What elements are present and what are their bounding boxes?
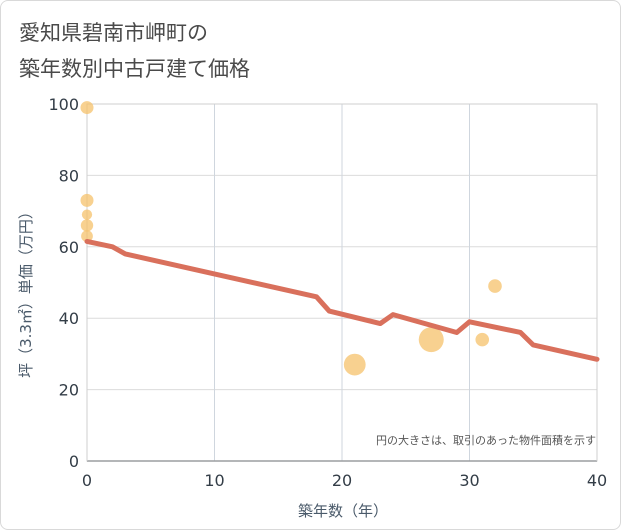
y-tick-label: 0 [69, 452, 79, 471]
trend-line [84, 238, 600, 362]
data-point [80, 193, 94, 207]
tick-label-layer: 0 20 40 60 80 100 0 10 20 30 40 [48, 95, 607, 490]
y-tick-label: 40 [59, 309, 79, 328]
chart-title-line1: 愛知県碧南市岬町の [19, 21, 208, 45]
data-point [80, 101, 94, 115]
x-tick-label: 0 [82, 471, 92, 490]
data-point [81, 230, 93, 242]
data-point [343, 353, 366, 376]
data-point [80, 219, 94, 232]
y-axis-label: 坪（3.3㎡）単価（万円） [17, 204, 35, 378]
data-point [475, 332, 490, 347]
data-point [418, 327, 444, 353]
grid-layer [87, 103, 597, 462]
x-tick-label: 40 [587, 471, 607, 490]
chart-title-line2: 築年数別中古戸建て価格 [19, 57, 250, 81]
x-tick-label: 20 [332, 471, 352, 490]
x-tick-label: 10 [204, 471, 224, 490]
plot-area-frame [86, 103, 598, 462]
x-tick-label: 30 [459, 471, 479, 490]
data-point [81, 209, 93, 220]
data-point [488, 279, 502, 293]
bubble-size-note: 円の大きさは、取引のあった物件面積を示す [376, 433, 596, 447]
y-tick-label: 60 [59, 238, 79, 257]
x-axis-label: 築年数（年） [298, 502, 388, 520]
y-tick-label: 100 [48, 95, 79, 114]
chart-title: 愛知県碧南市岬町の 築年数別中古戸建て価格 [19, 15, 419, 87]
y-tick-label: 80 [59, 166, 79, 185]
line-layer [84, 238, 600, 362]
y-tick-label: 20 [59, 381, 79, 400]
bubble-layer [80, 101, 502, 376]
